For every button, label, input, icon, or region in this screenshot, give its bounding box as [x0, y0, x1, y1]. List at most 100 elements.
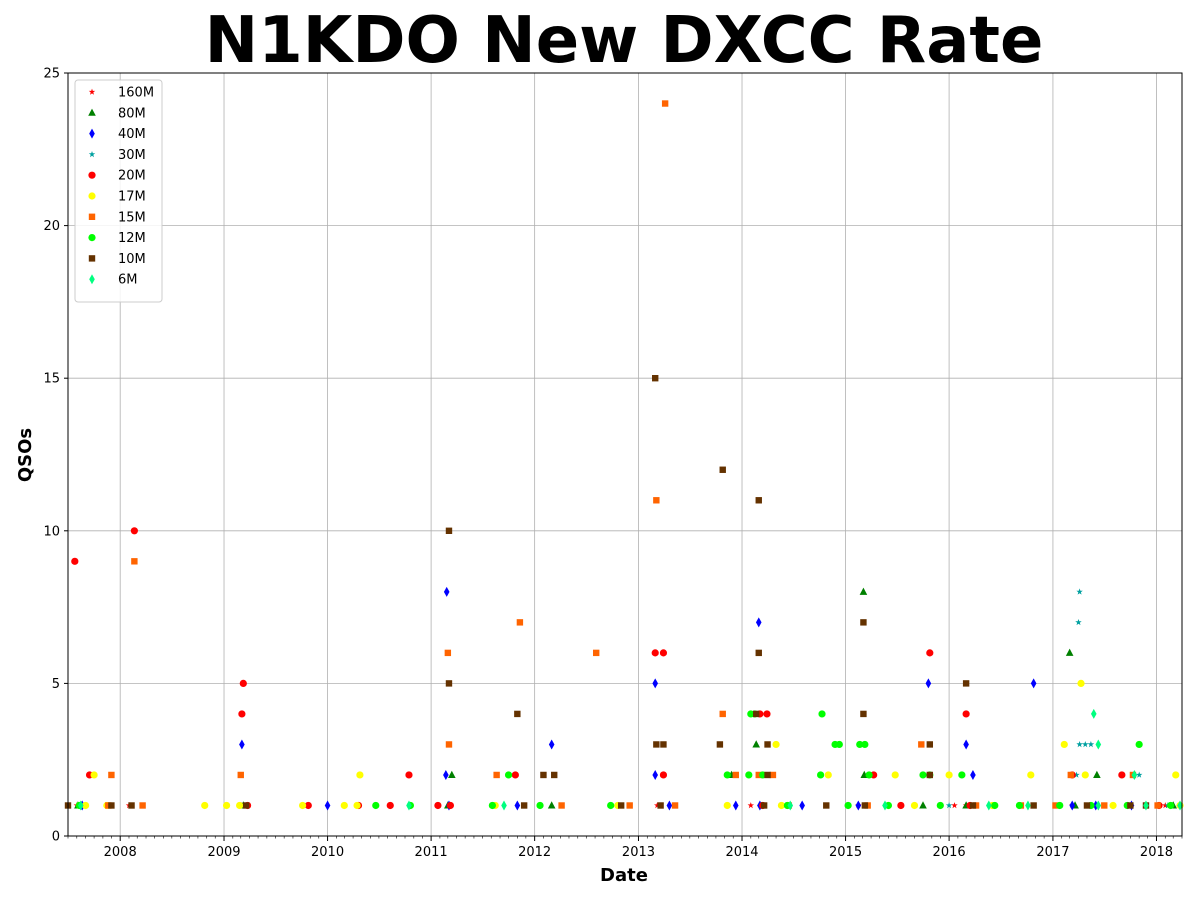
data-point — [659, 649, 668, 657]
data-point — [504, 771, 513, 779]
data-point — [732, 800, 739, 811]
data-point — [488, 801, 496, 810]
x-tick-label: 2014 — [725, 845, 758, 860]
x-axis-ticks: 2008 2009 2010 2011 2012 2013 2014 2015 2016 2017… — [67, 836, 1183, 860]
data-point — [936, 801, 944, 810]
data-point — [652, 769, 659, 780]
data-point — [1077, 679, 1085, 688]
data-point — [299, 801, 307, 810]
x-tick-label: 2015 — [829, 845, 862, 860]
series-15m — [105, 100, 1161, 809]
data-point — [1015, 801, 1024, 810]
data-point — [777, 801, 786, 810]
data-point — [239, 679, 247, 688]
data-point — [222, 801, 231, 810]
data-point — [547, 801, 556, 809]
data-point — [926, 771, 934, 779]
data-point — [860, 710, 867, 718]
data-point — [1082, 741, 1089, 748]
data-point — [925, 678, 932, 689]
data-point — [1087, 741, 1095, 748]
data-point — [406, 800, 412, 811]
data-point — [860, 619, 867, 626]
data-points — [64, 100, 1184, 811]
data-point — [861, 802, 869, 809]
data-point — [131, 558, 138, 565]
data-point — [238, 710, 246, 718]
x-tick-label: 2008 — [104, 845, 137, 860]
data-point — [1060, 740, 1068, 749]
data-point — [671, 802, 679, 809]
data-point — [1065, 648, 1074, 656]
series-30m — [945, 588, 1171, 809]
data-point — [861, 740, 869, 749]
y-tick-label: 5 — [52, 677, 60, 692]
data-point — [501, 800, 507, 811]
y-axis-title: QSOs — [15, 428, 36, 482]
data-point — [919, 771, 927, 779]
data-point — [958, 771, 966, 779]
data-point — [719, 710, 726, 718]
x-tick-label: 2016 — [933, 845, 966, 860]
data-point — [891, 771, 899, 779]
y-tick-label: 10 — [43, 524, 60, 539]
data-point — [1162, 802, 1169, 809]
data-point — [926, 741, 934, 748]
data-point — [445, 680, 453, 687]
series-10m — [64, 375, 1150, 809]
data-point — [520, 802, 528, 809]
data-point — [859, 587, 868, 595]
data-point — [1095, 739, 1102, 750]
data-point — [1081, 771, 1089, 779]
data-point — [1025, 800, 1031, 811]
data-point — [760, 802, 768, 809]
data-point — [444, 649, 452, 657]
data-point — [745, 771, 753, 779]
data-point — [1030, 678, 1037, 689]
data-point — [732, 771, 739, 779]
data-point — [651, 649, 659, 657]
data-point — [764, 741, 771, 748]
data-point — [918, 741, 925, 748]
data-point — [910, 801, 919, 810]
data-point — [659, 771, 668, 779]
data-point — [1075, 619, 1082, 626]
data-point — [1027, 771, 1035, 779]
data-point — [386, 801, 394, 810]
data-point — [764, 771, 771, 779]
legend-label: 40M — [118, 127, 146, 142]
data-point — [666, 800, 673, 811]
x-tick-label: 2013 — [622, 845, 655, 860]
data-point — [304, 801, 312, 810]
data-point — [755, 649, 762, 657]
data-point — [77, 800, 84, 811]
data-point — [1167, 801, 1175, 810]
data-point — [799, 800, 805, 811]
data-point — [653, 497, 660, 504]
data-point — [752, 740, 761, 748]
data-point — [551, 771, 558, 779]
data-point — [340, 801, 348, 810]
x-tick-label: 2017 — [1036, 845, 1069, 860]
legend-marker-15m — [88, 213, 96, 220]
data-point — [558, 802, 565, 809]
data-point — [536, 801, 544, 810]
data-point — [657, 802, 664, 809]
data-point — [1101, 802, 1108, 809]
data-point — [1030, 802, 1037, 809]
series-12m — [75, 710, 1175, 810]
data-point — [723, 801, 731, 810]
data-point — [239, 739, 245, 750]
legend-marker-160m — [88, 88, 96, 95]
data-point — [242, 802, 250, 809]
plot-frame — [67, 72, 1183, 837]
data-point — [1131, 769, 1138, 780]
data-point — [353, 801, 361, 810]
y-axis-ticks: 0 5 10 15 20 25 — [43, 67, 68, 845]
data-point — [445, 527, 453, 534]
legend-label: 17M — [118, 190, 146, 205]
data-point — [962, 710, 970, 718]
data-point — [356, 771, 364, 779]
data-point — [951, 802, 958, 809]
legend-marker-12m — [88, 234, 96, 242]
